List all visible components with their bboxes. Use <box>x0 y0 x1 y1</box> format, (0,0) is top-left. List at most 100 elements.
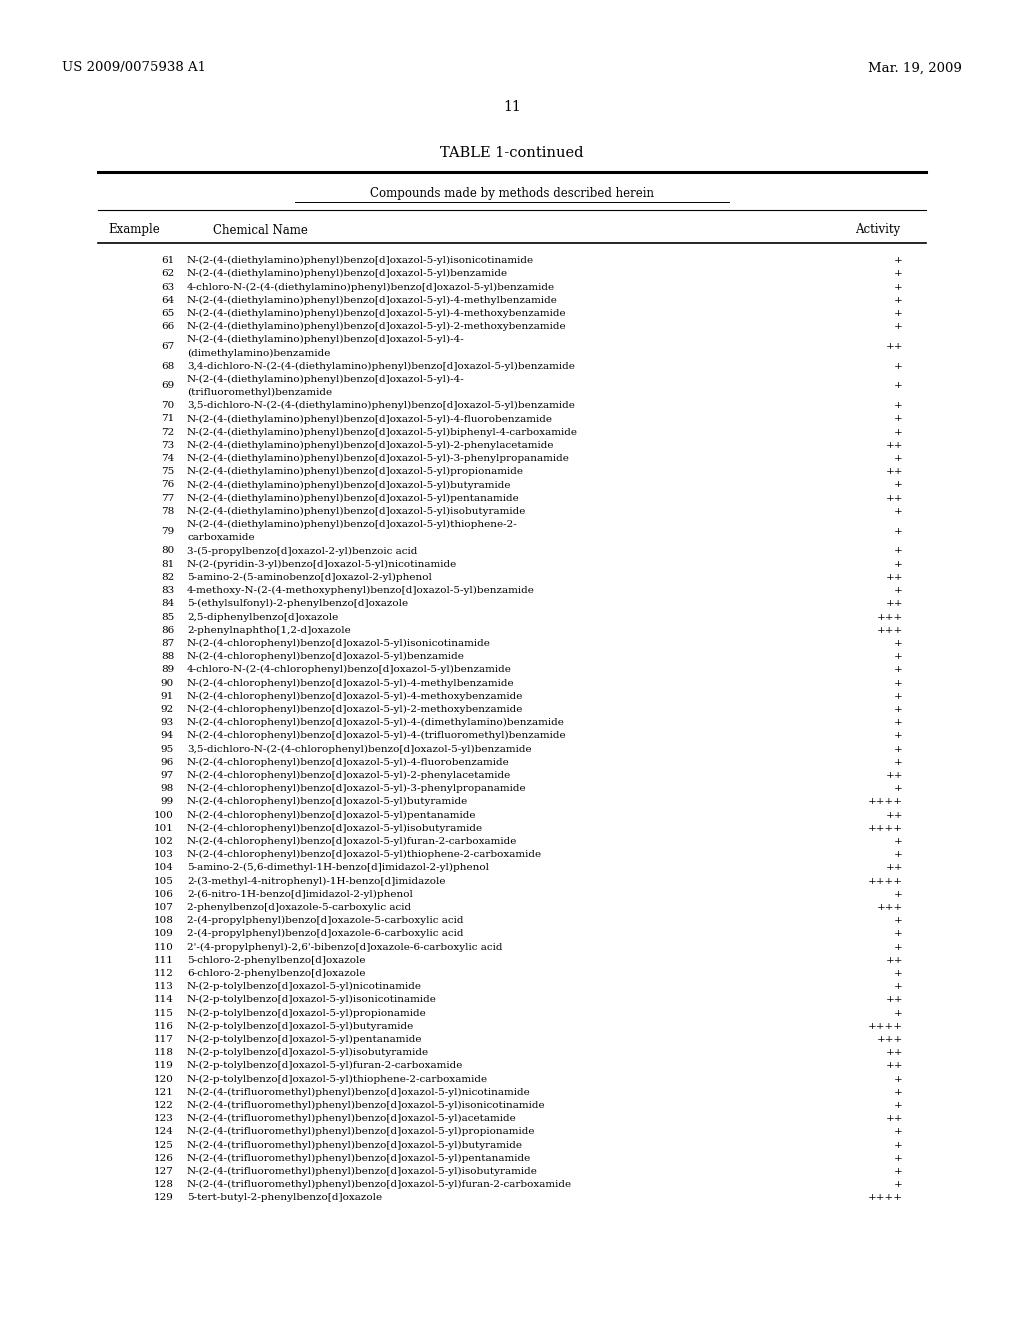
Text: +: + <box>894 480 903 490</box>
Text: ++: ++ <box>886 1114 903 1123</box>
Text: N-(2-(4-chlorophenyl)benzo[d]oxazol-5-yl)-4-methylbenzamide: N-(2-(4-chlorophenyl)benzo[d]oxazol-5-yl… <box>187 678 515 688</box>
Text: 84: 84 <box>161 599 174 609</box>
Text: 2-(4-propylphenyl)benzo[d]oxazole-5-carboxylic acid: 2-(4-propylphenyl)benzo[d]oxazole-5-carb… <box>187 916 464 925</box>
Text: 85: 85 <box>161 612 174 622</box>
Text: +: + <box>894 705 903 714</box>
Text: 118: 118 <box>155 1048 174 1057</box>
Text: +: + <box>894 309 903 318</box>
Text: N-(2-(4-(diethylamino)phenyl)benzo[d]oxazol-5-yl)-4-: N-(2-(4-(diethylamino)phenyl)benzo[d]oxa… <box>187 375 465 384</box>
Text: 69: 69 <box>161 381 174 391</box>
Text: +: + <box>894 1101 903 1110</box>
Text: ++: ++ <box>886 771 903 780</box>
Text: 113: 113 <box>155 982 174 991</box>
Text: 79: 79 <box>161 527 174 536</box>
Text: N-(2-(4-chlorophenyl)benzo[d]oxazol-5-yl)benzamide: N-(2-(4-chlorophenyl)benzo[d]oxazol-5-yl… <box>187 652 465 661</box>
Text: +: + <box>894 1008 903 1018</box>
Text: TABLE 1-continued: TABLE 1-continued <box>440 147 584 160</box>
Text: +: + <box>894 1167 903 1176</box>
Text: ++++: ++++ <box>868 824 903 833</box>
Text: 11: 11 <box>503 100 521 114</box>
Text: +: + <box>894 401 903 411</box>
Text: 117: 117 <box>155 1035 174 1044</box>
Text: 103: 103 <box>155 850 174 859</box>
Text: 5-amino-2-(5-aminobenzo[d]oxazol-2-yl)phenol: 5-amino-2-(5-aminobenzo[d]oxazol-2-yl)ph… <box>187 573 432 582</box>
Text: 112: 112 <box>155 969 174 978</box>
Text: N-(2-(4-(diethylamino)phenyl)benzo[d]oxazol-5-yl)thiophene-2-: N-(2-(4-(diethylamino)phenyl)benzo[d]oxa… <box>187 520 518 529</box>
Text: N-(2-(4-chlorophenyl)benzo[d]oxazol-5-yl)thiophene-2-carboxamide: N-(2-(4-chlorophenyl)benzo[d]oxazol-5-yl… <box>187 850 542 859</box>
Text: 65: 65 <box>161 309 174 318</box>
Text: N-(2-(4-(trifluoromethyl)phenyl)benzo[d]oxazol-5-yl)acetamide: N-(2-(4-(trifluoromethyl)phenyl)benzo[d]… <box>187 1114 517 1123</box>
Text: N-(2-(4-(diethylamino)phenyl)benzo[d]oxazol-5-yl)isonicotinamide: N-(2-(4-(diethylamino)phenyl)benzo[d]oxa… <box>187 256 535 265</box>
Text: 3-(5-propylbenzo[d]oxazol-2-yl)benzoic acid: 3-(5-propylbenzo[d]oxazol-2-yl)benzoic a… <box>187 546 418 556</box>
Text: 5-(ethylsulfonyl)-2-phenylbenzo[d]oxazole: 5-(ethylsulfonyl)-2-phenylbenzo[d]oxazol… <box>187 599 409 609</box>
Text: +: + <box>894 1074 903 1084</box>
Text: 128: 128 <box>155 1180 174 1189</box>
Text: N-(2-(4-chlorophenyl)benzo[d]oxazol-5-yl)-4-(dimethylamino)benzamide: N-(2-(4-chlorophenyl)benzo[d]oxazol-5-yl… <box>187 718 565 727</box>
Text: +++: +++ <box>877 626 903 635</box>
Text: 101: 101 <box>155 824 174 833</box>
Text: +: + <box>894 1180 903 1189</box>
Text: N-(2-(4-(trifluoromethyl)phenyl)benzo[d]oxazol-5-yl)propionamide: N-(2-(4-(trifluoromethyl)phenyl)benzo[d]… <box>187 1127 536 1137</box>
Text: +: + <box>894 678 903 688</box>
Text: 61: 61 <box>161 256 174 265</box>
Text: (dimethylamino)benzamide: (dimethylamino)benzamide <box>187 348 331 358</box>
Text: +: + <box>894 1088 903 1097</box>
Text: 2-(6-nitro-1H-benzo[d]imidazol-2-yl)phenol: 2-(6-nitro-1H-benzo[d]imidazol-2-yl)phen… <box>187 890 413 899</box>
Text: N-(2-(4-chlorophenyl)benzo[d]oxazol-5-yl)-4-fluorobenzamide: N-(2-(4-chlorophenyl)benzo[d]oxazol-5-yl… <box>187 758 510 767</box>
Text: N-(2-(4-chlorophenyl)benzo[d]oxazol-5-yl)isonicotinamide: N-(2-(4-chlorophenyl)benzo[d]oxazol-5-yl… <box>187 639 490 648</box>
Text: 94: 94 <box>161 731 174 741</box>
Text: +: + <box>894 837 903 846</box>
Text: +: + <box>894 560 903 569</box>
Text: ++++: ++++ <box>868 1022 903 1031</box>
Text: N-(2-(4-(diethylamino)phenyl)benzo[d]oxazol-5-yl)-4-methoxybenzamide: N-(2-(4-(diethylamino)phenyl)benzo[d]oxa… <box>187 309 566 318</box>
Text: N-(2-(4-chlorophenyl)benzo[d]oxazol-5-yl)butyramide: N-(2-(4-chlorophenyl)benzo[d]oxazol-5-yl… <box>187 797 468 807</box>
Text: (trifluoromethyl)benzamide: (trifluoromethyl)benzamide <box>187 388 332 397</box>
Text: +++: +++ <box>877 1035 903 1044</box>
Text: N-(2-p-tolylbenzo[d]oxazol-5-yl)propionamide: N-(2-p-tolylbenzo[d]oxazol-5-yl)propiona… <box>187 1008 427 1018</box>
Text: N-(2-p-tolylbenzo[d]oxazol-5-yl)furan-2-carboxamide: N-(2-p-tolylbenzo[d]oxazol-5-yl)furan-2-… <box>187 1061 464 1071</box>
Text: N-(2-(4-(trifluoromethyl)phenyl)benzo[d]oxazol-5-yl)isobutyramide: N-(2-(4-(trifluoromethyl)phenyl)benzo[d]… <box>187 1167 538 1176</box>
Text: ++: ++ <box>886 342 903 351</box>
Text: 116: 116 <box>155 1022 174 1031</box>
Text: +: + <box>894 942 903 952</box>
Text: N-(2-(pyridin-3-yl)benzo[d]oxazol-5-yl)nicotinamide: N-(2-(pyridin-3-yl)benzo[d]oxazol-5-yl)n… <box>187 560 458 569</box>
Text: N-(2-(4-(trifluoromethyl)phenyl)benzo[d]oxazol-5-yl)nicotinamide: N-(2-(4-(trifluoromethyl)phenyl)benzo[d]… <box>187 1088 530 1097</box>
Text: +: + <box>894 507 903 516</box>
Text: N-(2-(4-chlorophenyl)benzo[d]oxazol-5-yl)-4-methoxybenzamide: N-(2-(4-chlorophenyl)benzo[d]oxazol-5-yl… <box>187 692 523 701</box>
Text: +: + <box>894 527 903 536</box>
Text: +: + <box>894 362 903 371</box>
Text: +: + <box>894 718 903 727</box>
Text: ++: ++ <box>886 995 903 1005</box>
Text: +: + <box>894 784 903 793</box>
Text: ++: ++ <box>886 810 903 820</box>
Text: 5-amino-2-(5,6-dimethyl-1H-benzo[d]imidazol-2-yl)phenol: 5-amino-2-(5,6-dimethyl-1H-benzo[d]imida… <box>187 863 489 873</box>
Text: +: + <box>894 269 903 279</box>
Text: 5-tert-butyl-2-phenylbenzo[d]oxazole: 5-tert-butyl-2-phenylbenzo[d]oxazole <box>187 1193 382 1203</box>
Text: N-(2-(4-chlorophenyl)benzo[d]oxazol-5-yl)-3-phenylpropanamide: N-(2-(4-chlorophenyl)benzo[d]oxazol-5-yl… <box>187 784 526 793</box>
Text: 74: 74 <box>161 454 174 463</box>
Text: 3,4-dichloro-N-(2-(4-(diethylamino)phenyl)benzo[d]oxazol-5-yl)benzamide: 3,4-dichloro-N-(2-(4-(diethylamino)pheny… <box>187 362 574 371</box>
Text: 80: 80 <box>161 546 174 556</box>
Text: 87: 87 <box>161 639 174 648</box>
Text: N-(2-p-tolylbenzo[d]oxazol-5-yl)pentanamide: N-(2-p-tolylbenzo[d]oxazol-5-yl)pentanam… <box>187 1035 423 1044</box>
Text: 76: 76 <box>161 480 174 490</box>
Text: 90: 90 <box>161 678 174 688</box>
Text: N-(2-p-tolylbenzo[d]oxazol-5-yl)thiophene-2-carboxamide: N-(2-p-tolylbenzo[d]oxazol-5-yl)thiophen… <box>187 1074 488 1084</box>
Text: 91: 91 <box>161 692 174 701</box>
Text: N-(2-(4-(diethylamino)phenyl)benzo[d]oxazol-5-yl)-4-fluorobenzamide: N-(2-(4-(diethylamino)phenyl)benzo[d]oxa… <box>187 414 553 424</box>
Text: N-(2-(4-chlorophenyl)benzo[d]oxazol-5-yl)pentanamide: N-(2-(4-chlorophenyl)benzo[d]oxazol-5-yl… <box>187 810 476 820</box>
Text: N-(2-(4-(diethylamino)phenyl)benzo[d]oxazol-5-yl)-4-: N-(2-(4-(diethylamino)phenyl)benzo[d]oxa… <box>187 335 465 345</box>
Text: N-(2-(4-(diethylamino)phenyl)benzo[d]oxazol-5-yl)benzamide: N-(2-(4-(diethylamino)phenyl)benzo[d]oxa… <box>187 269 508 279</box>
Text: ++: ++ <box>886 573 903 582</box>
Text: 121: 121 <box>155 1088 174 1097</box>
Text: +: + <box>894 916 903 925</box>
Text: +: + <box>894 428 903 437</box>
Text: ++++: ++++ <box>868 797 903 807</box>
Text: 119: 119 <box>155 1061 174 1071</box>
Text: +: + <box>894 256 903 265</box>
Text: 123: 123 <box>155 1114 174 1123</box>
Text: 64: 64 <box>161 296 174 305</box>
Text: 89: 89 <box>161 665 174 675</box>
Text: 109: 109 <box>155 929 174 939</box>
Text: 99: 99 <box>161 797 174 807</box>
